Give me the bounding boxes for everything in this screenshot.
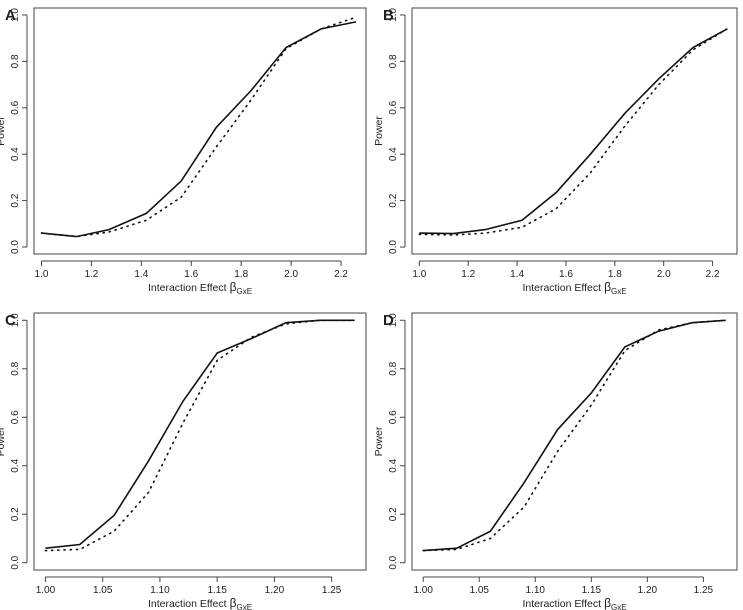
x-tick-label: 1.10 <box>526 585 546 596</box>
series-line-dotted <box>44 319 356 552</box>
x-axis-title: Interaction Effect βGxE <box>148 596 252 610</box>
y-tick-label: 1.0 <box>10 8 21 22</box>
x-tick-label: 2.0 <box>284 269 298 280</box>
y-tick-label: 0.2 <box>10 193 21 207</box>
y-tick-label: 0.6 <box>388 100 399 114</box>
x-axis-title-text: Interaction Effect <box>148 282 227 294</box>
y-tick-label: 1.0 <box>10 313 21 327</box>
panel-a: A1.0 1.2 1.4 1.6 1.8 2.0 2.20.00.20.40.60.81.0… <box>0 7 367 296</box>
y-axis-title: Power <box>373 116 385 146</box>
x-axis-title-subscript: GxE <box>236 603 252 610</box>
y-tick-label: 0.2 <box>388 507 399 521</box>
x-tick-label: 1.2 <box>84 269 98 280</box>
y-tick-label: 0.4 <box>10 458 21 472</box>
panel-d: D 1.00 1.05 1.10 1.15 1.20 1.25 0.0 0.2 0.4 0.6 0.8… <box>373 312 738 610</box>
y-axis-title: Power <box>0 116 7 146</box>
series-line-dotted <box>418 28 729 236</box>
x-tick-label: 1.00 <box>413 585 433 596</box>
x-tick-label: 1.8 <box>608 269 622 280</box>
x-tick-label: 1.4 <box>510 269 524 280</box>
panel-letter: D <box>383 312 394 329</box>
x-tick-label: 1.4 <box>134 269 148 280</box>
x-tick-label: 1.0 <box>412 269 426 280</box>
series-line-solid <box>41 21 357 238</box>
x-axis-title: Interaction Effect βGxE <box>148 280 252 296</box>
x-tick-label: 1.10 <box>150 585 170 596</box>
y-axis-title: Power <box>373 426 385 456</box>
y-axis-title: Power <box>0 426 7 456</box>
x-axis-title-symbol: β <box>604 596 611 610</box>
x-tick-label: 2.2 <box>334 269 348 280</box>
x-axis-title: Interaction Effect βGxE <box>522 596 626 610</box>
panel-letter: A <box>5 7 16 24</box>
y-tick-label: 0.0 <box>388 240 399 254</box>
x-tick-label: 1.20 <box>265 585 285 596</box>
y-tick-label: 0.6 <box>388 410 399 424</box>
y-tick-label: 0.4 <box>388 458 399 472</box>
y-tick-label: 0.2 <box>388 193 399 207</box>
x-axis-title-text: Interaction Effect <box>148 598 227 610</box>
panel-letter: B <box>383 7 394 24</box>
x-tick-label: 1.05 <box>93 585 113 596</box>
y-tick-label: 0.8 <box>388 361 399 375</box>
x-tick-label: 2.0 <box>657 269 671 280</box>
panel-letter: C <box>5 312 16 329</box>
x-axis-title-text: Interaction Effect <box>522 598 601 610</box>
x-axis-title-text: Interaction Effect <box>522 282 601 294</box>
y-tick-label: 1.0 <box>388 8 399 22</box>
panel-c: C 1.00 1.05 1.10 1.15 1.20 1.25 0.0 0.2 0.4 0.6 0.8… <box>0 312 367 610</box>
plot-frame <box>411 7 738 255</box>
y-tick-label: 0.8 <box>10 361 21 375</box>
plot-frame <box>411 312 738 571</box>
y-tick-label: 0.4 <box>10 147 21 161</box>
y-tick-label: 0.6 <box>10 100 21 114</box>
y-tick-label: 0.0 <box>10 555 21 569</box>
series-line-solid <box>423 319 726 552</box>
x-tick-label: 1.8 <box>234 269 248 280</box>
y-tick-label: 0.0 <box>388 555 399 569</box>
y-tick-label: 0.8 <box>10 54 21 68</box>
x-tick-label: 1.2 <box>461 269 475 280</box>
series-line-solid <box>45 319 355 549</box>
x-tick-label: 1.6 <box>559 269 573 280</box>
x-axis-title-subscript: GxE <box>236 287 252 296</box>
x-tick-label: 1.15 <box>207 585 227 596</box>
x-axis-title-symbol: β <box>230 280 237 294</box>
x-tick-label: 1.6 <box>184 269 198 280</box>
panel-b: B1.0 1.2 1.4 1.6 1.8 2.0 2.20.00.20.40.60.81.0… <box>373 7 738 296</box>
x-axis-title-symbol: β <box>230 596 237 610</box>
x-tick-label: 1.0 <box>35 269 49 280</box>
series-line-dotted <box>422 319 727 552</box>
x-tick-label: 2.2 <box>706 269 720 280</box>
x-tick-label: 1.00 <box>36 585 56 596</box>
y-tick-label: 0.0 <box>10 240 21 254</box>
y-tick-label: 0.6 <box>10 410 21 424</box>
x-tick-label: 1.15 <box>582 585 602 596</box>
x-axis-title-subscript: GxE <box>611 603 627 610</box>
plot-frame <box>33 312 367 571</box>
x-tick-label: 1.20 <box>638 585 658 596</box>
y-tick-label: 0.2 <box>10 507 21 521</box>
x-tick-label: 1.05 <box>470 585 490 596</box>
series-line-solid <box>419 28 728 235</box>
series-line-dotted <box>40 16 357 238</box>
x-axis-title-subscript: GxE <box>611 287 627 296</box>
y-tick-label: 1.0 <box>388 313 399 327</box>
y-tick-label: 0.8 <box>388 54 399 68</box>
x-tick-label: 1.25 <box>322 585 342 596</box>
plot-frame <box>33 7 367 255</box>
x-tick-label: 1.25 <box>694 585 714 596</box>
y-tick-label: 0.4 <box>388 147 399 161</box>
x-axis-title-symbol: β <box>604 280 611 294</box>
x-axis-title: Interaction Effect βGxE <box>522 280 626 296</box>
